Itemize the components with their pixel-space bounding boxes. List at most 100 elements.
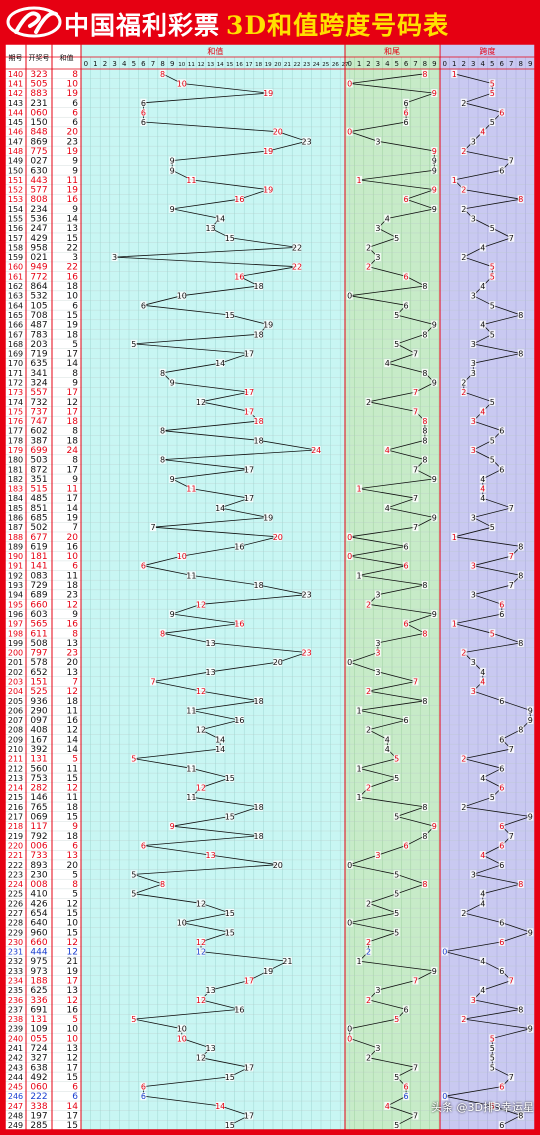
tail-point-bg: [365, 397, 372, 406]
sum-point: 12: [196, 899, 206, 908]
sum-point: 10: [177, 1025, 187, 1034]
span-point-bg: [508, 233, 515, 242]
sum-cell: 6: [72, 562, 78, 572]
sum-point: 12: [196, 398, 206, 407]
tail-point-bg: [412, 349, 419, 358]
period-cell: 185: [8, 504, 23, 513]
span-point: 0: [442, 948, 447, 957]
span-point-bg: [479, 407, 486, 416]
span-point-bg: [498, 735, 505, 744]
span-point: 5: [490, 301, 495, 310]
sum-cell: 18: [67, 832, 79, 842]
number-cell: 008: [30, 880, 47, 890]
tail-point: 1: [357, 176, 362, 185]
sum-point: 20: [273, 533, 283, 542]
sum-cell: 20: [67, 533, 79, 543]
number-cell: 775: [30, 147, 47, 157]
span-point: 5: [490, 79, 495, 88]
tail-point-bg: [365, 687, 372, 696]
sum-cell: 14: [67, 359, 79, 369]
tail-point-bg: [403, 98, 410, 107]
span-point-bg: [470, 658, 477, 667]
period-cell: 164: [8, 301, 23, 310]
sum-point-bg: [273, 860, 283, 869]
sum-cell: 5: [72, 870, 78, 880]
sum-axis-tick: 20: [274, 62, 281, 68]
number-cell: 167: [30, 735, 47, 745]
span-point: 5: [490, 456, 495, 465]
tail-point-bg: [412, 976, 419, 985]
span-axis-tick: 0: [443, 60, 447, 68]
tail-point: 5: [394, 870, 399, 879]
sum-point-bg: [215, 745, 225, 754]
span-point-bg: [508, 156, 515, 165]
sum-cell: 18: [67, 803, 79, 813]
sum-cell: 6: [72, 301, 78, 311]
span-point: 8: [518, 350, 523, 359]
tail-point-bg: [421, 880, 428, 889]
sum-axis-tick: 27: [342, 62, 349, 68]
period-cell: 170: [8, 359, 23, 368]
sum-point-bg: [263, 966, 273, 975]
sum-cell: 16: [67, 620, 79, 630]
tail-point: 3: [375, 253, 380, 262]
period-cell: 175: [8, 407, 23, 416]
tail-point-bg: [346, 860, 353, 869]
sum-point-bg: [292, 262, 302, 271]
period-cell: 149: [8, 157, 23, 166]
sum-point-bg: [244, 1111, 254, 1120]
sum-point: 17: [244, 976, 254, 985]
span-axis-tick: 8: [519, 60, 523, 68]
tail-point: 8: [422, 330, 427, 339]
tail-point: 9: [432, 610, 437, 619]
sum-point-bg: [225, 1121, 235, 1130]
sum-point-bg: [263, 320, 273, 329]
span-point: 2: [461, 205, 466, 214]
number-cell: 973: [30, 967, 47, 977]
period-cell: 244: [8, 1073, 23, 1082]
number-cell: 109: [30, 1025, 47, 1035]
sum-axis-tick: 1: [93, 60, 97, 68]
tail-point-bg: [421, 831, 428, 840]
span-point-bg: [489, 1053, 496, 1062]
number-cell: 635: [30, 359, 47, 369]
number-cell: 660: [30, 938, 47, 948]
period-cell: 141: [8, 79, 23, 88]
tail-point-bg: [384, 445, 391, 454]
span-point: 4: [480, 986, 485, 995]
sum-cell: 19: [67, 186, 79, 196]
period-cell: 239: [8, 1025, 23, 1034]
span-point-bg: [517, 310, 524, 319]
tail-point-bg: [431, 204, 438, 213]
tail-point: 3: [375, 649, 380, 658]
span-point-bg: [517, 1111, 524, 1120]
span-point-bg: [527, 1024, 534, 1033]
sum-point-bg: [215, 1101, 225, 1110]
sum-point: 12: [196, 948, 206, 957]
tail-point-bg: [431, 146, 438, 155]
span-point-bg: [489, 1063, 496, 1072]
sum-point: 12: [196, 600, 206, 609]
period-cell: 160: [8, 263, 23, 272]
sum-point: 12: [196, 996, 206, 1005]
period-cell: 229: [8, 928, 23, 937]
tail-axis-tick: 3: [376, 60, 380, 68]
number-cell: 864: [30, 282, 47, 292]
sum-cell: 12: [67, 784, 78, 794]
span-point-bg: [460, 802, 467, 811]
period-cell: 188: [8, 533, 23, 542]
period-cell: 150: [8, 166, 23, 175]
tail-point-bg: [374, 1044, 381, 1053]
sum-point: 12: [196, 726, 206, 735]
span-point: 2: [461, 388, 466, 397]
sum-cell: 13: [67, 639, 78, 649]
period-cell: 205: [8, 697, 23, 706]
number-cell: 747: [30, 417, 47, 427]
span-point-bg: [517, 195, 524, 204]
span-point-bg: [508, 552, 515, 561]
tail-point: 8: [422, 70, 427, 79]
sum-point: 9: [170, 205, 175, 214]
span-point-bg: [470, 359, 477, 368]
period-cell: 147: [8, 137, 23, 146]
tail-point: 2: [366, 948, 371, 957]
